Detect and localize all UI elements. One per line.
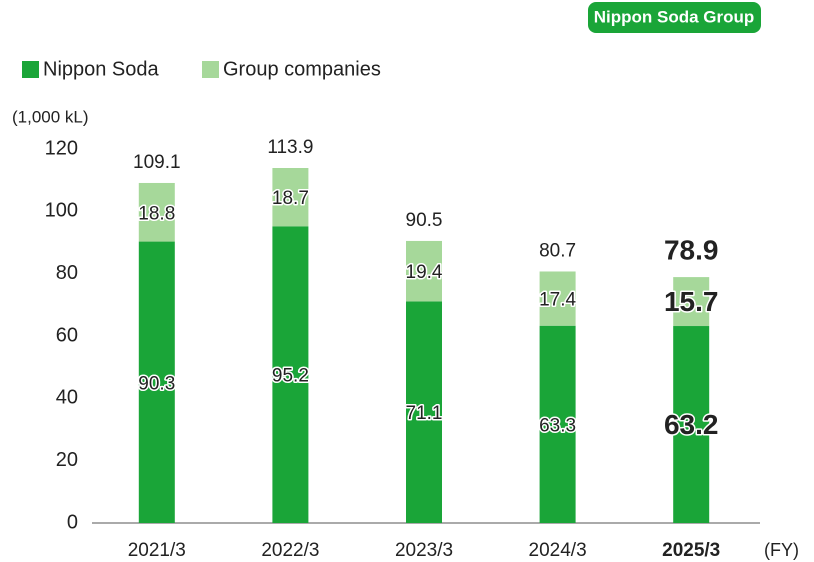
value-label: 15.7: [664, 286, 719, 317]
y-tick-label: 20: [56, 449, 78, 471]
bar-segment: [138, 241, 175, 523]
x-tick-label: 2025/3: [662, 540, 720, 561]
value-label: 63.2: [664, 409, 719, 440]
value-label: 18.7: [272, 188, 309, 209]
total-label: 109.1: [133, 152, 181, 173]
legend-swatch: [22, 61, 39, 78]
y-tick-label: 100: [45, 200, 78, 222]
y-tick-label: 120: [45, 137, 78, 159]
bar-segment: [138, 182, 175, 242]
bar-segment: [673, 326, 710, 523]
total-label: 90.5: [406, 210, 443, 231]
bar-segment: [272, 168, 309, 227]
bar-segment: [539, 325, 576, 523]
bar-segment: [272, 226, 309, 523]
badge: Nippon Soda Group: [594, 7, 755, 26]
legend-label: Nippon Soda: [43, 58, 160, 80]
value-label: 17.4: [539, 290, 576, 311]
x-tick-label: 2023/3: [395, 540, 453, 561]
bar-segment: [539, 271, 576, 326]
value-label: 19.4: [406, 262, 443, 283]
bar-segment: [406, 301, 442, 523]
value-label: 63.3: [539, 415, 576, 436]
value-label: 90.3: [138, 373, 175, 394]
total-label: 113.9: [267, 137, 313, 158]
bar-segment: [406, 240, 442, 302]
legend-swatch: [202, 61, 219, 78]
x-tick-label: 2024/3: [529, 540, 587, 561]
total-label: 78.9: [664, 234, 719, 265]
y-axis-label: (1,000 kL): [12, 107, 89, 126]
x-tick-label: 2021/3: [128, 540, 186, 561]
y-tick-label: 80: [56, 262, 78, 284]
y-tick-label: 40: [56, 387, 78, 409]
total-label: 80.7: [539, 241, 576, 262]
y-tick-label: 0: [67, 511, 78, 533]
x-axis-label: (FY): [764, 540, 799, 560]
value-label: 71.1: [406, 403, 443, 424]
value-label: 95.2: [272, 366, 309, 387]
x-tick-label: 2022/3: [261, 540, 319, 561]
legend-label: Group companies: [223, 58, 381, 80]
badge-box: [588, 2, 761, 33]
value-label: 18.8: [138, 203, 175, 224]
y-tick-label: 60: [56, 324, 78, 346]
bar-segment: [673, 277, 710, 327]
